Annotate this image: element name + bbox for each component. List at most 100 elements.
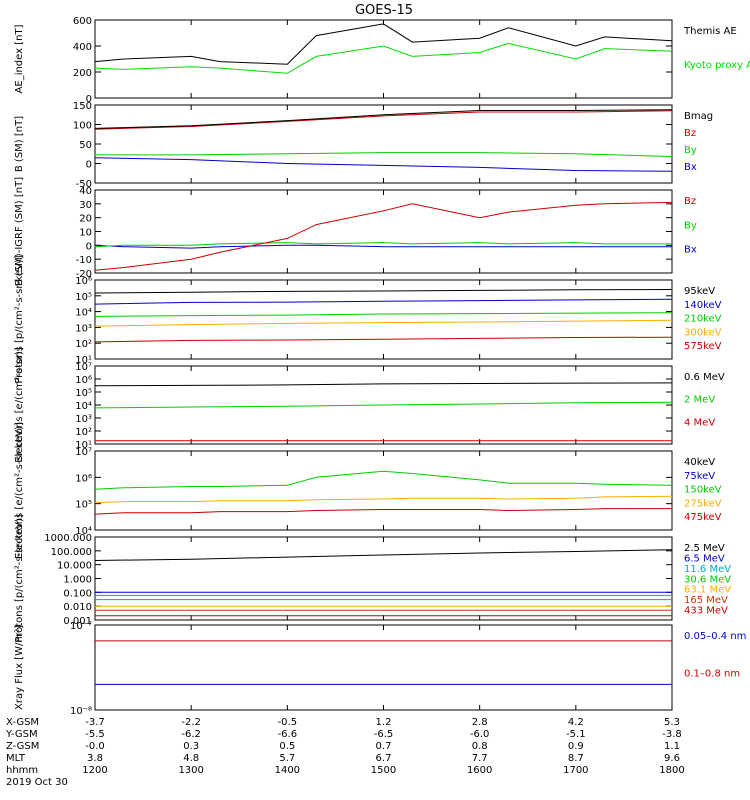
legend-entry: 433 MeV <box>684 606 728 617</box>
footer-value: 1400 <box>275 765 300 776</box>
series-line <box>94 23 673 65</box>
y-tick-label: 10⁴ <box>75 401 92 412</box>
y-tick-label: 10⁴ <box>75 526 92 537</box>
series-line <box>94 42 673 74</box>
footer-label: MLT <box>6 753 26 764</box>
series-line <box>94 495 673 504</box>
footer-label: 2019 Oct 30 <box>6 777 68 788</box>
footer-value: 6.7 <box>376 753 392 764</box>
y-tick-label: 50 <box>79 140 92 151</box>
y-tick-label: 10⁻⁷ <box>70 621 92 632</box>
series-line <box>94 109 673 129</box>
y-axis-label: B (SM)-IGRF (SM) [nT] <box>14 177 25 286</box>
footer-value: -6.5 <box>374 729 394 740</box>
footer-value: 1200 <box>82 765 107 776</box>
footer-value: -3.8 <box>662 729 682 740</box>
panel-6: 10⁴ 10⁵ 10⁶ 10⁷ Electrons [e/(cm²-s-sr-keV)]… <box>14 422 722 559</box>
legend-entry: Kyoto proxy AE <box>684 60 750 71</box>
legend-entry: 30.6 MeV <box>684 574 731 585</box>
footer-value: 5.7 <box>279 753 295 764</box>
legend-entry: 0.1–0.8 nm <box>684 669 740 680</box>
footer-value: 0.9 <box>568 741 584 752</box>
series-line <box>94 470 673 490</box>
legend-entry: Bz <box>684 196 696 207</box>
series-line <box>94 508 672 515</box>
footer-label: X-GSM <box>6 717 39 728</box>
y-axis-label: B (SM) [nT] <box>14 116 25 172</box>
legend-entry: 4 MeV <box>684 417 715 428</box>
panel-4: 10¹ 10² 10³ 10⁴ 10⁵ 10⁶ Protons [p/(cm²-s-sr-k… <box>14 255 722 383</box>
footer-value: 8.7 <box>568 753 584 764</box>
footer-label: Y-GSM <box>5 729 38 740</box>
footer-value: -0.0 <box>85 741 105 752</box>
footer-value: 1300 <box>178 765 203 776</box>
chart-title: GOES-15 <box>355 3 413 18</box>
legend-entry: 75keV <box>684 471 715 482</box>
panel-frame <box>94 19 673 99</box>
footer-value: -5.5 <box>85 729 105 740</box>
series-line <box>94 382 673 387</box>
legend-entry: By <box>684 220 697 231</box>
y-tick-label: 20 <box>79 214 92 225</box>
y-tick-label: 10⁵ <box>75 388 92 399</box>
y-tick-label: 10⁴ <box>75 308 92 319</box>
footer-value: -2.2 <box>181 717 201 728</box>
footer-value: 9.6 <box>664 753 680 764</box>
legend-entry: Themis AE <box>683 26 737 37</box>
footer-value: -6.2 <box>181 729 201 740</box>
panel-7: 0.001 0.010 0.100 1.000 10.000 100.000 1000.00… <box>14 514 731 642</box>
legend-entry: 150keV <box>684 485 722 496</box>
y-tick-label: 1.000 <box>63 575 92 586</box>
series-line <box>94 110 673 130</box>
legend-entry: 2.5 MeV <box>684 543 725 554</box>
legend-entry: 300keV <box>684 327 722 338</box>
y-tick-label: 10² <box>75 339 92 350</box>
footer-value: 1800 <box>659 765 684 776</box>
legend-entry: 6.5 MeV <box>684 553 725 564</box>
y-tick-label: 0.100 <box>63 588 92 599</box>
legend-entry: Bx <box>684 245 697 256</box>
legend-entry: 475keV <box>684 512 722 523</box>
footer-label: hhmm <box>6 765 38 776</box>
y-tick-label: 0 <box>86 160 92 171</box>
y-tick-label: 0 <box>86 94 92 105</box>
y-tick-label: 10⁵ <box>75 500 92 511</box>
legend-entry: 275keV <box>684 498 722 509</box>
y-tick-label: 0.010 <box>63 602 92 613</box>
y-tick-label: -20 <box>76 269 92 280</box>
footer-value: 1.2 <box>376 717 392 728</box>
footer-label: Z-GSM <box>6 741 39 752</box>
panel-5: 10¹ 10² 10³ 10⁴ 10⁵ 10⁶ 10⁷ Electrons [e/(cm²-s… <box>14 347 725 463</box>
y-tick-label: 10⁶ <box>75 276 92 287</box>
footer-value: 4.2 <box>568 717 584 728</box>
legend-entry: Bmag <box>684 111 713 122</box>
series-line <box>94 242 672 248</box>
y-tick-label: 10³ <box>75 323 92 334</box>
y-axis-label: Protons [p/(cm²-s-sr-keV)] <box>14 255 25 383</box>
y-axis-label: AE_index [nT] <box>14 24 25 93</box>
panel-frame <box>94 104 673 184</box>
legend-entry: 11.6 MeV <box>684 564 731 575</box>
footer-value: -5.1 <box>566 729 586 740</box>
y-tick-label: 10¹ <box>75 355 92 366</box>
y-tick-label: -10 <box>76 255 92 266</box>
series-line <box>94 289 673 294</box>
footer-value: -3.7 <box>85 717 105 728</box>
y-tick-label: 10⁶ <box>75 375 92 386</box>
footer-value: -0.5 <box>278 717 298 728</box>
panel-frame <box>94 624 673 711</box>
y-axis-label: Protons [p/(cm²-s-sr-keV)] <box>14 514 25 642</box>
panel-frame <box>94 450 673 531</box>
y-tick-label: 150 <box>73 101 92 112</box>
legend-entry: 575keV <box>684 341 722 352</box>
y-tick-label: 30 <box>79 200 92 211</box>
legend-entry: 0.6 MeV <box>684 372 725 383</box>
panel-frame <box>94 536 673 621</box>
footer-value: -6.6 <box>278 729 298 740</box>
legend-entry: Bz <box>684 128 696 139</box>
legend-entry: By <box>684 145 697 156</box>
footer-value: 4.8 <box>183 753 199 764</box>
footer-value: 7.7 <box>472 753 488 764</box>
